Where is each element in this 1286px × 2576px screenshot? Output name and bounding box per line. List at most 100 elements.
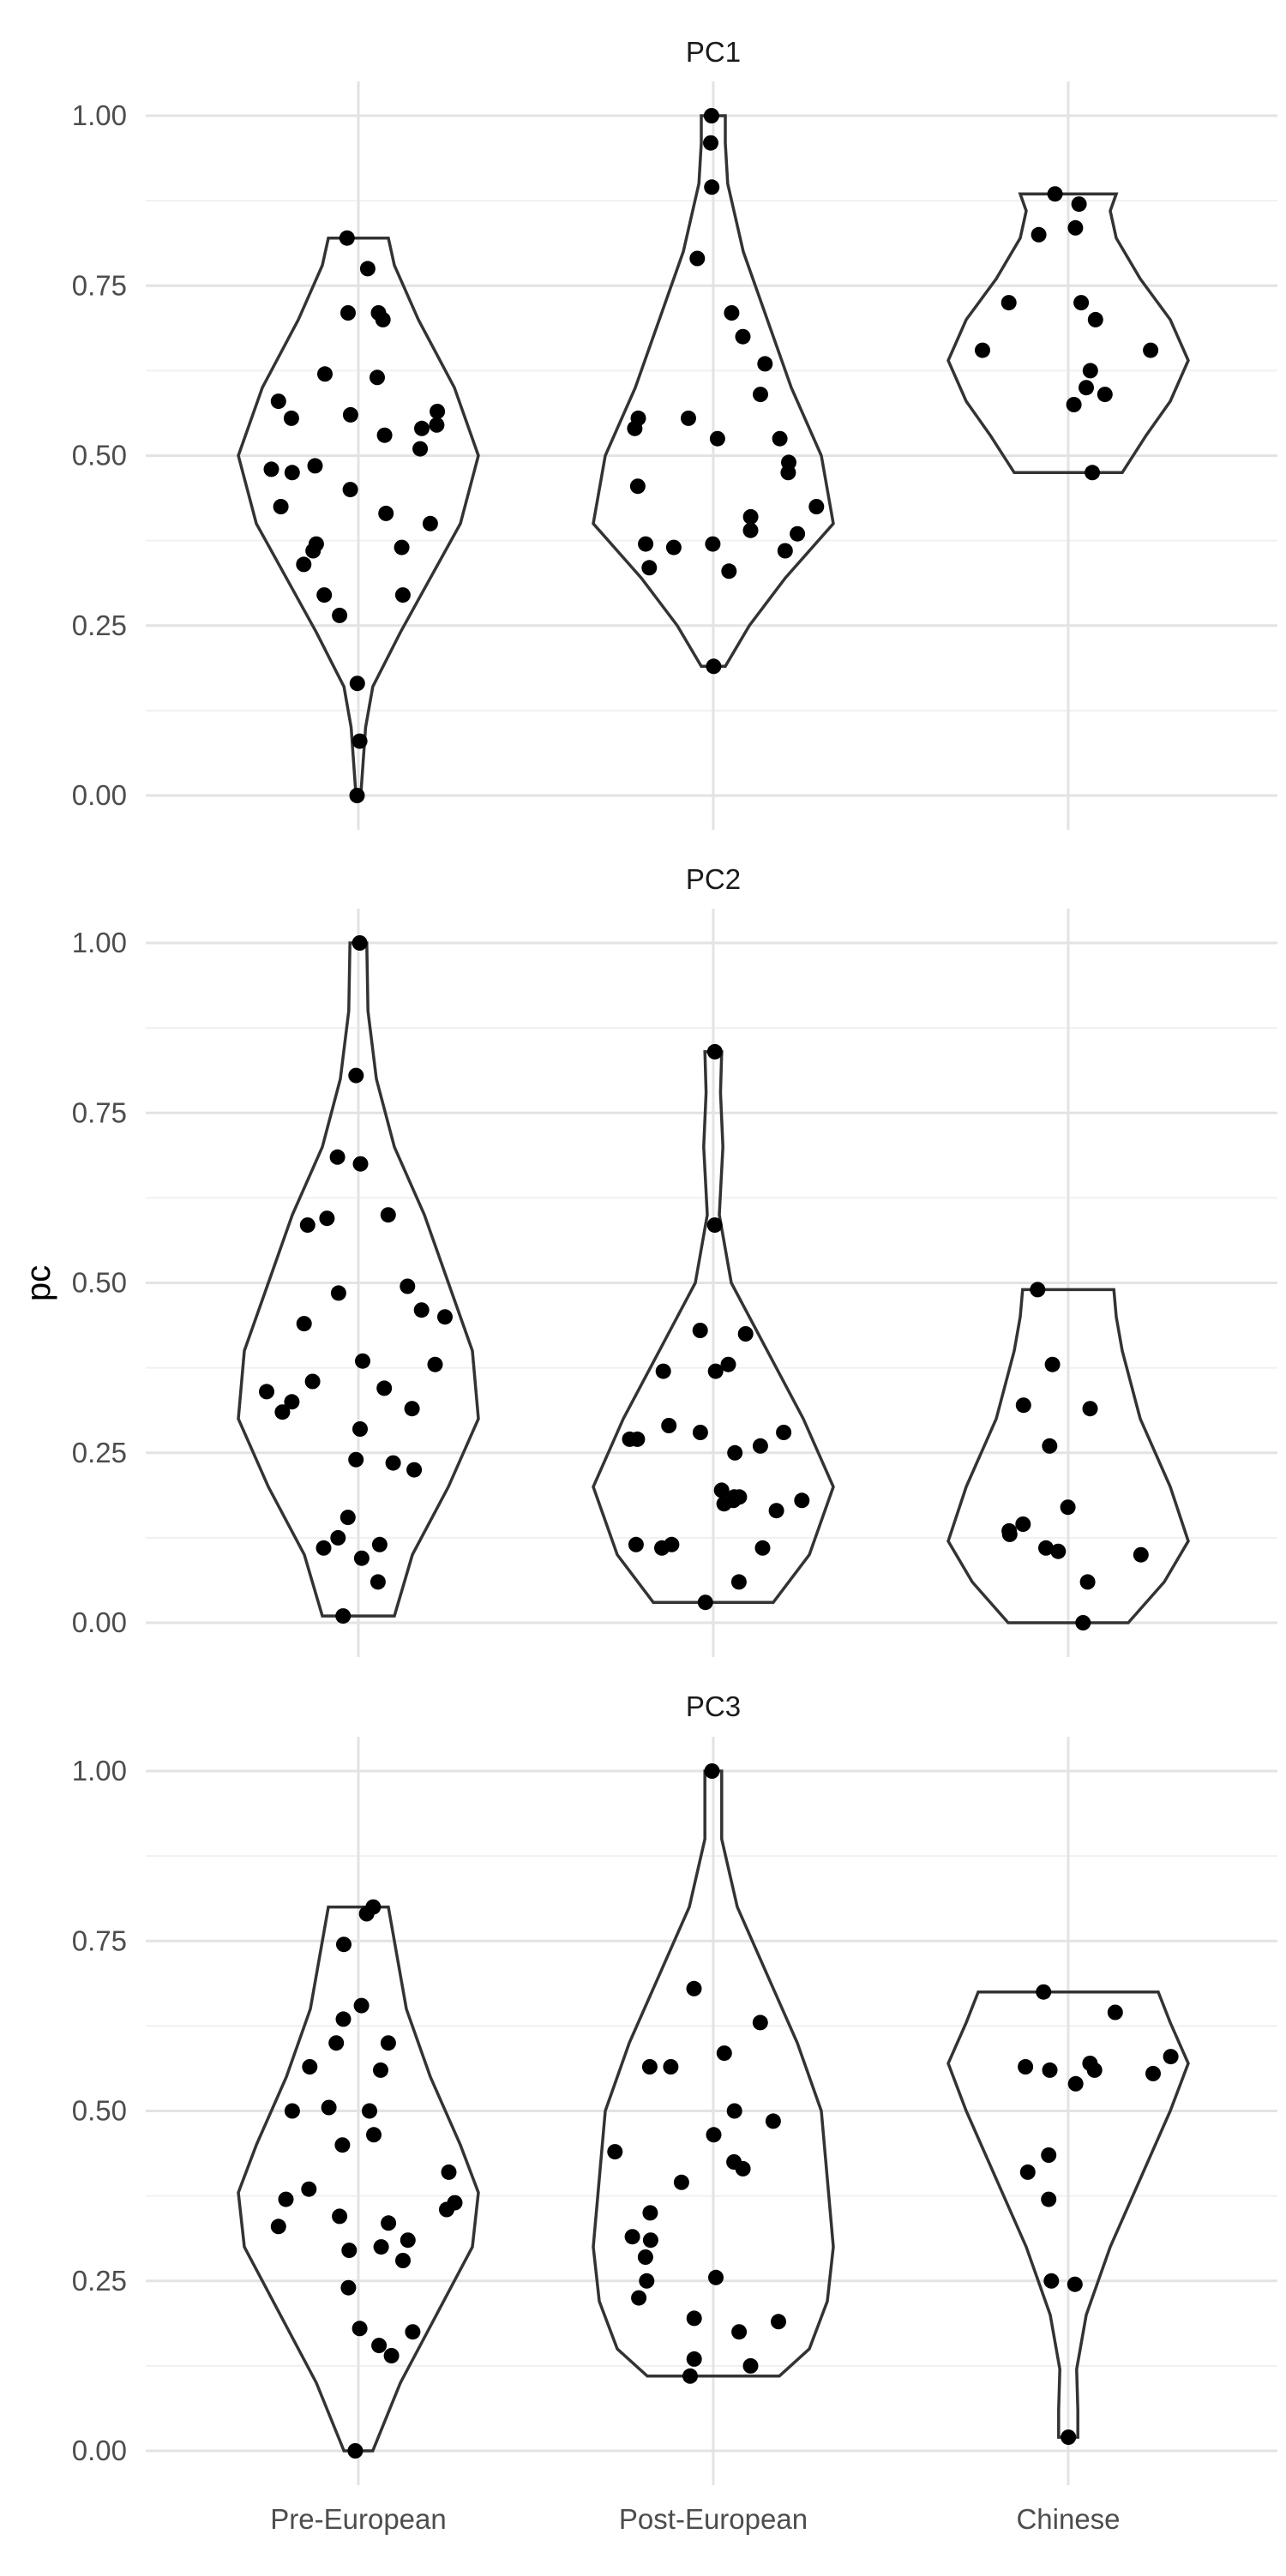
data-point [1133,1546,1149,1563]
data-point [1036,1984,1052,2000]
data-point [376,1380,393,1396]
data-point [296,1316,312,1332]
data-point [395,2253,411,2268]
data-point [352,2321,368,2337]
data-point [730,1574,747,1590]
data-point [404,1401,420,1417]
data-point [629,478,646,495]
data-point [703,108,719,123]
y-tick-label: 0.50 [72,440,127,471]
data-point [362,2103,377,2119]
data-point [639,2273,655,2289]
data-point [1073,295,1090,311]
data-point [663,2059,679,2075]
data-point [1143,342,1159,358]
data-point [642,2205,658,2221]
data-point [383,2348,400,2363]
data-point [673,2174,689,2190]
data-point [332,607,348,623]
violin-post-european [592,114,835,669]
data-point [359,261,376,277]
data-point [376,427,393,443]
data-point [765,2113,781,2129]
data-point [1041,2191,1057,2207]
y-axis-title: pc [20,1265,57,1301]
y-tick-label: 0.00 [72,1606,127,1638]
data-point [703,135,718,151]
violin-chinese [946,1990,1190,2439]
data-point [689,250,706,267]
data-point [1066,397,1082,412]
data-point [370,305,387,321]
data-point [283,410,299,426]
data-point [641,2059,658,2075]
data-point [335,2011,352,2027]
data-point [347,2443,364,2459]
data-point [349,676,365,692]
data-point [686,2310,702,2327]
data-point [329,1149,346,1165]
data-point [321,2099,337,2116]
data-point [353,1997,370,2014]
data-point [1031,226,1047,243]
data-point [1145,2065,1161,2081]
data-point [686,1980,702,1997]
data-point [655,1363,671,1379]
data-point [1071,196,1087,213]
y-tick-label: 0.25 [72,2265,127,2297]
data-point [628,1536,644,1552]
data-point [720,1356,736,1372]
data-point [370,369,385,386]
data-point [706,2127,722,2143]
data-point [731,1489,748,1505]
data-point [777,543,793,559]
data-point [1038,1540,1054,1556]
data-point [1067,2276,1083,2292]
data-point [342,482,358,498]
data-point [1082,2056,1098,2071]
data-point [259,1384,274,1400]
data-point [757,356,773,372]
data-point [366,2127,382,2143]
data-point [624,2229,640,2245]
data-point [301,2181,317,2197]
y-tick-label: 0.00 [72,2435,127,2466]
data-point [284,2103,300,2119]
data-point [706,1043,723,1060]
data-point [768,1503,784,1519]
data-point [713,1482,730,1498]
data-point [308,536,324,552]
data-point [352,1421,368,1437]
data-point [400,1278,416,1294]
data-point [753,387,768,403]
data-point [332,2208,348,2225]
data-point [317,366,333,382]
data-point [334,2137,351,2153]
data-point [1018,2059,1034,2075]
data-point [348,1451,364,1468]
data-point [349,788,365,803]
data-point [772,430,788,447]
data-point [665,539,682,555]
data-point [1042,1438,1058,1454]
data-point [742,2357,759,2374]
data-point [661,1418,677,1433]
data-point [692,1323,708,1338]
data-point [790,525,806,542]
data-point [371,1536,388,1552]
data-point [342,406,358,423]
data-point [429,417,445,433]
data-point [380,1207,396,1223]
violin-pre-european [237,236,480,797]
data-point [726,2154,742,2170]
data-point [315,1540,332,1556]
data-point [340,1510,356,1526]
data-point [630,410,646,426]
data-point [1047,186,1063,202]
data-point [355,1353,370,1369]
data-point [352,1156,369,1172]
data-point [641,560,658,576]
data-point [378,505,394,521]
data-point [642,2232,658,2249]
data-point [622,1431,638,1447]
